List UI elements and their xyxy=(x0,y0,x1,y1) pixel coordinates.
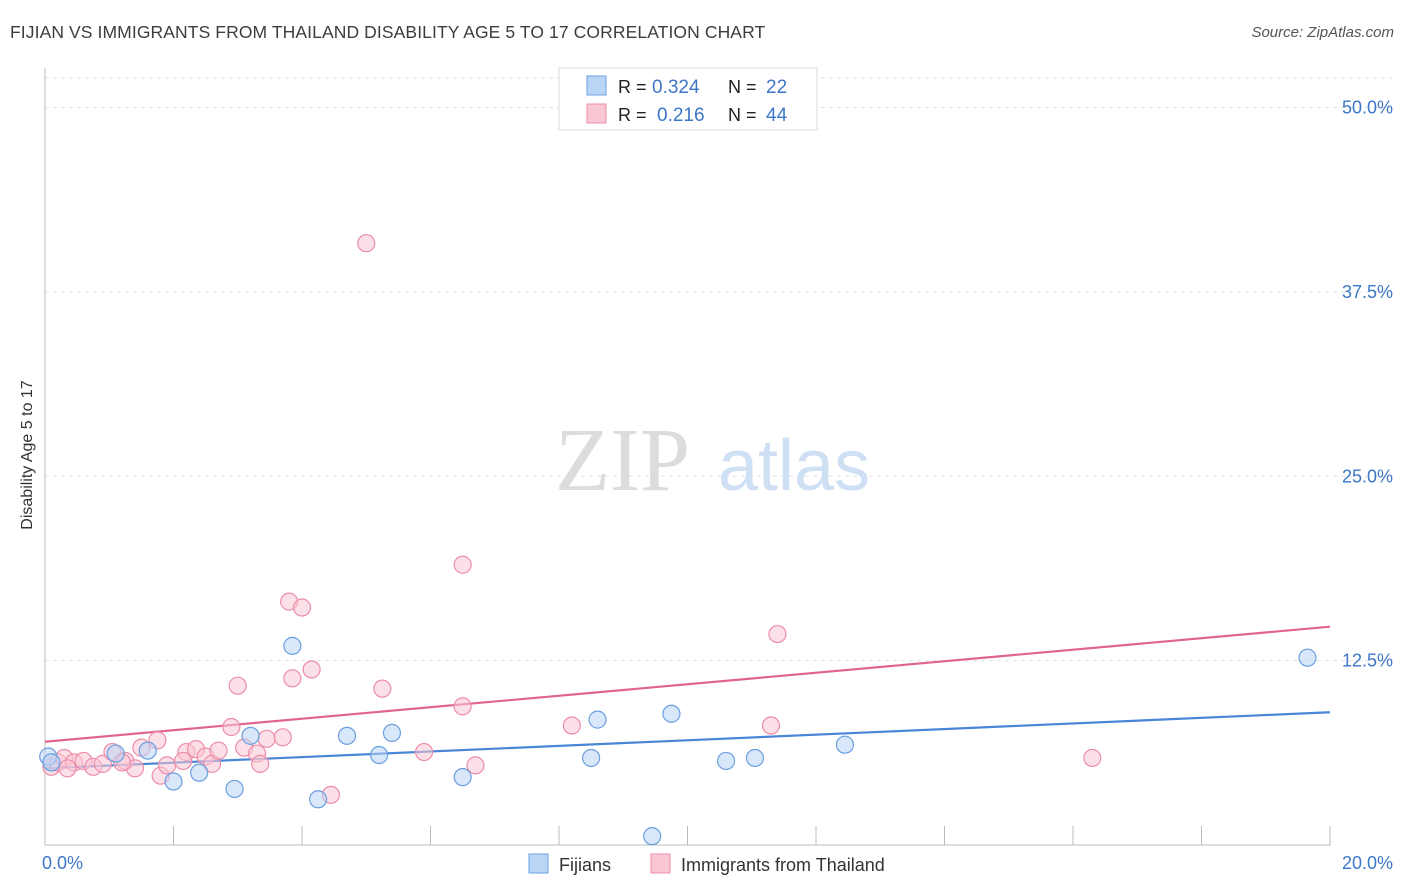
stats-legend-swatch-thailand xyxy=(586,103,607,124)
data-point-thailand xyxy=(761,716,781,735)
stats-legend-r-label: R = xyxy=(618,77,647,97)
data-point-thailand xyxy=(209,741,228,760)
stats-legend-r-label: R = xyxy=(618,105,647,125)
x-tick-label: 0.0% xyxy=(42,853,83,873)
data-point-thailand xyxy=(453,697,472,716)
data-point-fijians xyxy=(588,710,607,729)
data-point-fijians xyxy=(582,748,601,768)
stats-legend: R = 0.324 N = 22 R = 0.216 N = 44 xyxy=(558,67,818,131)
stats-legend-r-value: 0.216 xyxy=(657,105,705,126)
y-tick-label: 37.5% xyxy=(1342,282,1393,302)
grid-lines xyxy=(45,77,1392,662)
stats-legend-n-value: 22 xyxy=(766,77,787,98)
data-point-thailand xyxy=(228,676,247,695)
data-point-fijians xyxy=(164,772,183,791)
data-point-thailand xyxy=(174,751,193,771)
data-point-thailand xyxy=(768,624,787,644)
legend-label-thailand: Immigrants from Thailand xyxy=(681,855,885,875)
data-point-thailand xyxy=(302,660,321,679)
stats-legend-swatch-fijians xyxy=(586,75,607,96)
data-point-thailand xyxy=(58,759,77,778)
data-point-fijians xyxy=(835,735,855,754)
data-point-fijians xyxy=(337,726,357,745)
legend-label-fijians: Fijians xyxy=(559,855,611,875)
data-point-fijians xyxy=(106,744,125,763)
y-tick-label: 12.5% xyxy=(1342,651,1393,671)
tick-labels: 12.5% 25.0% 37.5% 50.0% 0.0% 20.0% xyxy=(42,98,1393,874)
data-point-fijians xyxy=(308,790,328,809)
data-point-fijians xyxy=(453,768,472,787)
data-point-fijians xyxy=(190,763,209,782)
axes xyxy=(44,68,1331,846)
data-point-thailand xyxy=(414,742,434,762)
chart-title: FIJIAN VS IMMIGRANTS FROM THAILAND DISAB… xyxy=(10,22,766,42)
data-point-thailand xyxy=(222,717,241,737)
data-point-thailand xyxy=(251,754,270,773)
data-point-fijians xyxy=(1298,648,1317,667)
data-point-fijians xyxy=(745,748,765,768)
stats-legend-n-label: N = xyxy=(728,77,757,97)
data-point-thailand xyxy=(1083,748,1102,768)
data-point-thailand xyxy=(292,598,312,617)
data-point-thailand xyxy=(373,679,392,698)
watermark: ZIP atlas xyxy=(555,411,870,510)
data-point-thailand xyxy=(273,728,292,747)
data-point-fijians xyxy=(225,779,244,799)
data-point-thailand xyxy=(453,555,472,574)
data-point-fijians xyxy=(283,636,302,655)
data-point-fijians xyxy=(138,741,157,760)
stats-legend-n-label: N = xyxy=(728,105,757,125)
series-legend: Fijians Immigrants from Thailand xyxy=(528,853,885,875)
watermark-zip: ZIP xyxy=(555,411,690,510)
data-point-thailand xyxy=(93,754,112,773)
data-point-fijians xyxy=(241,726,260,745)
data-point-fijians xyxy=(716,751,736,771)
data-point-fijians xyxy=(42,753,61,772)
x-tick-label: 20.0% xyxy=(1342,853,1393,873)
y-tick-label: 50.0% xyxy=(1342,98,1393,118)
data-point-thailand xyxy=(157,756,177,775)
stats-legend-r-value: 0.324 xyxy=(652,77,700,98)
watermark-atlas: atlas xyxy=(718,426,870,506)
y-tick-label: 25.0% xyxy=(1342,466,1393,486)
data-point-fijians xyxy=(643,827,662,846)
source-label: Source: ZipAtlas.com xyxy=(1251,24,1394,41)
trend-line-thailand xyxy=(44,625,1331,743)
data-point-thailand xyxy=(357,234,376,253)
stats-legend-n-value: 44 xyxy=(766,105,788,126)
legend-swatch-thailand xyxy=(650,853,671,874)
data-point-thailand xyxy=(466,756,485,775)
data-point-fijians xyxy=(662,704,681,723)
legend-swatch-fijians xyxy=(528,853,549,874)
data-points xyxy=(39,234,1317,846)
data-point-fijians xyxy=(370,745,389,765)
data-point-thailand xyxy=(257,729,276,748)
data-point-thailand xyxy=(562,716,581,735)
data-point-fijians xyxy=(382,723,402,743)
data-point-thailand xyxy=(283,669,302,688)
